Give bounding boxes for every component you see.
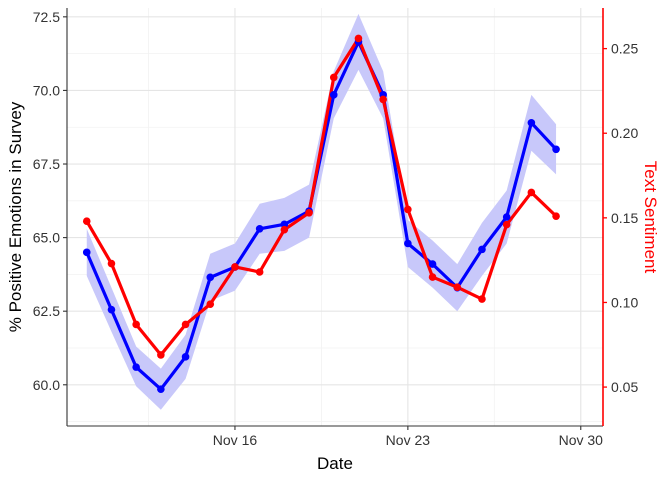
series-0-point <box>255 224 264 233</box>
x-tick-label: Nov 30 <box>559 432 604 448</box>
x-tick-label: Nov 16 <box>213 432 258 448</box>
series-lines <box>85 36 558 391</box>
series-0-point <box>107 305 116 314</box>
y-tick-label: 62.5 <box>33 303 60 319</box>
series-1-line <box>85 36 558 357</box>
series-1-point <box>280 225 289 234</box>
y2-tick-label: 0.20 <box>611 125 638 141</box>
series-points <box>82 34 560 394</box>
series-1-point <box>305 208 313 217</box>
series-0-point <box>280 220 289 229</box>
series-1-point <box>502 220 511 229</box>
series-1-point <box>552 212 560 220</box>
series-1-point <box>231 263 239 271</box>
series-1-point <box>478 295 486 303</box>
x-axis-title: Date <box>317 454 353 473</box>
y-tick-label: 60.0 <box>33 377 60 393</box>
series-1-point <box>428 273 437 281</box>
grid-major <box>67 8 603 426</box>
series-0-point <box>181 353 190 361</box>
series-1-point <box>255 268 264 276</box>
series-1-point <box>181 320 190 329</box>
series-0-point <box>82 248 91 257</box>
series-0-point <box>404 239 412 248</box>
series-0-point <box>157 385 165 394</box>
series-1-point <box>157 351 165 359</box>
series-1-point <box>107 259 116 268</box>
y-axis-title: % Positive Emotions in Survey <box>6 101 25 332</box>
series-1-point <box>404 205 412 214</box>
series-0-point <box>132 363 140 371</box>
series-0-point <box>329 91 338 99</box>
series-1-point <box>453 283 462 292</box>
series-1-point <box>329 73 338 82</box>
y2-tick-label: 0.15 <box>611 210 638 226</box>
y-tick-label: 70.0 <box>33 82 60 98</box>
y-tick-label: 65.0 <box>33 230 60 246</box>
axis-ticks: Nov 16 Nov 23 Nov 30 60.0 62.5 65.0 67.5 70.0 72… <box>33 9 639 448</box>
series-0-point <box>552 145 560 154</box>
series-1-point <box>379 95 387 104</box>
series-0-point <box>428 260 437 268</box>
y2-tick-label: 0.05 <box>611 379 638 395</box>
series-0-point <box>478 245 486 254</box>
y-tick-label: 72.5 <box>33 9 60 25</box>
x-tick-label: Nov 23 <box>386 432 431 448</box>
y-tick-label: 67.5 <box>33 156 60 172</box>
series-1-point <box>354 34 363 43</box>
series-1-point <box>527 188 536 197</box>
series-1-point <box>206 300 215 308</box>
y2-tick-label: 0.25 <box>611 41 638 57</box>
series-0-point <box>502 213 511 221</box>
series-1-point <box>82 217 91 226</box>
series-0-point <box>206 273 215 282</box>
y2-axis-title: Text Sentiment <box>641 161 660 274</box>
series-1-point <box>132 320 140 329</box>
y2-tick-label: 0.10 <box>611 294 638 310</box>
series-0-point <box>527 119 536 127</box>
